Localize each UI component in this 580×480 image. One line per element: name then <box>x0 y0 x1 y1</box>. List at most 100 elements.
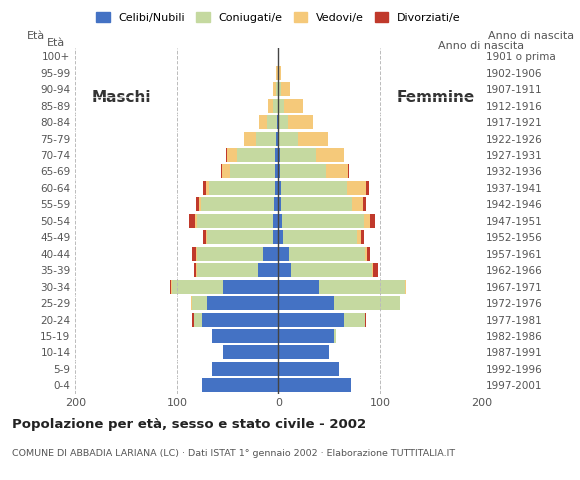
Bar <box>362 197 365 211</box>
Bar <box>226 148 227 162</box>
Bar <box>199 197 201 211</box>
Text: Popolazione per età, sesso e stato civile - 2002: Popolazione per età, sesso e stato civil… <box>12 418 366 431</box>
Bar <box>278 346 329 360</box>
Bar <box>273 82 276 96</box>
Bar <box>278 148 280 162</box>
Bar <box>196 197 199 211</box>
Bar <box>278 362 339 376</box>
Bar <box>244 132 256 145</box>
Bar <box>196 263 197 277</box>
Bar <box>212 329 278 343</box>
Bar <box>298 132 328 145</box>
Bar <box>202 312 278 326</box>
Text: Maschi: Maschi <box>91 90 151 105</box>
Bar <box>259 115 267 129</box>
Bar <box>361 230 364 244</box>
Text: Età: Età <box>47 38 65 48</box>
Y-axis label: Anno di nascita: Anno di nascita <box>438 41 524 51</box>
Bar <box>372 263 373 277</box>
Bar <box>192 247 196 261</box>
Bar <box>280 148 316 162</box>
Bar <box>278 263 291 277</box>
Bar <box>273 214 278 228</box>
Bar <box>195 214 197 228</box>
Bar <box>357 230 361 244</box>
Bar <box>256 132 276 145</box>
Bar <box>281 181 347 195</box>
Bar <box>276 132 278 145</box>
Bar <box>373 263 378 277</box>
Bar <box>212 362 278 376</box>
Bar <box>274 197 278 211</box>
Text: Anno di nascita: Anno di nascita <box>488 31 574 41</box>
Bar <box>326 165 349 179</box>
Bar <box>367 247 370 261</box>
Bar <box>284 230 357 244</box>
Bar <box>197 247 263 261</box>
Bar <box>273 98 278 113</box>
Bar <box>345 312 365 326</box>
Bar <box>194 312 202 326</box>
Bar <box>222 165 230 179</box>
Bar <box>347 181 365 195</box>
Bar <box>202 378 278 392</box>
Bar <box>191 296 192 310</box>
Bar <box>237 148 276 162</box>
Bar <box>189 214 195 228</box>
Bar <box>192 312 194 326</box>
Bar <box>288 247 365 261</box>
Bar <box>370 214 375 228</box>
Bar <box>192 296 207 310</box>
Bar <box>281 82 289 96</box>
Bar <box>353 197 362 211</box>
Bar <box>276 148 278 162</box>
Bar <box>273 230 278 244</box>
Bar <box>278 181 281 195</box>
Bar <box>278 247 288 261</box>
Bar <box>319 280 405 294</box>
Bar <box>207 296 278 310</box>
Bar <box>277 115 278 129</box>
Bar <box>278 66 281 80</box>
Bar <box>276 181 278 195</box>
Bar <box>334 296 400 310</box>
Text: Età: Età <box>27 31 45 41</box>
Bar <box>291 263 372 277</box>
Bar <box>278 230 284 244</box>
Bar <box>278 329 334 343</box>
Bar <box>220 165 222 179</box>
Bar <box>207 230 273 244</box>
Bar <box>223 280 278 294</box>
Bar <box>223 346 278 360</box>
Bar <box>206 230 207 244</box>
Bar <box>267 115 277 129</box>
Bar <box>278 115 280 129</box>
Bar <box>280 165 326 179</box>
Bar <box>278 82 281 96</box>
Bar <box>316 148 345 162</box>
Bar <box>278 98 280 113</box>
Bar <box>278 378 351 392</box>
Bar <box>284 98 303 113</box>
Bar <box>280 132 298 145</box>
Bar <box>194 263 196 277</box>
Bar <box>197 214 273 228</box>
Bar <box>203 230 206 244</box>
Bar <box>280 115 288 129</box>
Bar <box>365 181 369 195</box>
Bar <box>405 280 406 294</box>
Bar <box>282 214 364 228</box>
Bar <box>209 181 276 195</box>
Bar <box>203 181 206 195</box>
Bar <box>258 263 278 277</box>
Bar <box>201 197 274 211</box>
Bar <box>268 98 273 113</box>
Text: Femmine: Femmine <box>397 90 475 105</box>
Bar <box>230 165 276 179</box>
Bar <box>276 165 278 179</box>
Bar <box>288 115 313 129</box>
Bar <box>281 197 353 211</box>
Bar <box>170 280 171 294</box>
Bar <box>364 214 369 228</box>
Bar <box>334 329 336 343</box>
